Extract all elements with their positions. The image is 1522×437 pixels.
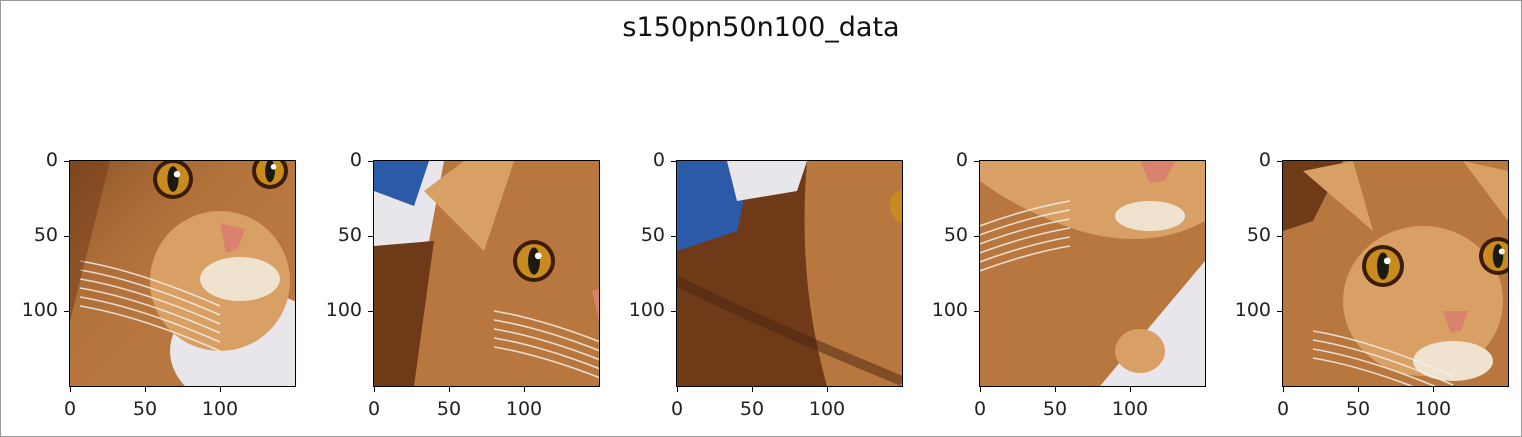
x-tick-mark	[752, 386, 753, 392]
x-tick-mark	[524, 386, 525, 392]
x-tick-label: 100	[505, 398, 543, 420]
y-tick-label: 100	[1234, 299, 1271, 321]
y-tick-mark	[671, 236, 677, 237]
y-tick-mark	[1277, 311, 1283, 312]
y-tick-mark	[974, 161, 980, 162]
y-tick-mark	[974, 236, 980, 237]
x-tick-label: 50	[132, 398, 158, 420]
x-tick-mark	[374, 386, 375, 392]
y-tick-label: 0	[652, 149, 665, 171]
x-tick-label: 0	[670, 398, 684, 420]
y-tick-mark	[671, 161, 677, 162]
x-tick-label: 0	[63, 398, 77, 420]
y-tick-label: 50	[640, 224, 665, 246]
y-tick-mark	[368, 161, 374, 162]
y-tick-mark	[64, 311, 70, 312]
x-tick-label: 100	[808, 398, 846, 420]
cat-image-crop	[676, 160, 903, 387]
y-tick-label: 50	[1246, 224, 1271, 246]
y-tick-label: 100	[628, 299, 665, 321]
x-tick-label: 50	[436, 398, 462, 420]
image-panel: 0 50 100 0 50 100	[1235, 149, 1509, 420]
y-tick-label: 100	[325, 299, 362, 321]
x-tick-mark	[827, 386, 828, 392]
image-panel: 0 50 100 0 50 100	[22, 149, 296, 420]
x-tick-label: 50	[1042, 398, 1068, 420]
y-tick-label: 100	[931, 299, 968, 321]
y-tick-mark	[368, 236, 374, 237]
figure-title: s150pn50n100_data	[622, 12, 900, 43]
x-tick-mark	[220, 386, 221, 392]
y-tick-mark	[671, 311, 677, 312]
x-tick-mark	[1433, 386, 1434, 392]
x-tick-mark	[1358, 386, 1359, 392]
x-tick-label: 50	[739, 398, 765, 420]
y-tick-mark	[64, 161, 70, 162]
x-tick-label: 100	[1111, 398, 1149, 420]
image-panel: 0 50 100 0 50 100	[629, 149, 903, 420]
y-tick-mark	[368, 311, 374, 312]
y-tick-label: 0	[1258, 149, 1271, 171]
y-tick-label: 50	[33, 224, 58, 246]
image-panel: 0 50 100 0 50 100	[932, 149, 1206, 420]
x-tick-label: 100	[201, 398, 239, 420]
y-tick-label: 0	[45, 149, 58, 171]
cat-image-crop	[373, 160, 600, 387]
x-tick-label: 50	[1345, 398, 1371, 420]
cat-image-crop	[979, 160, 1206, 387]
y-tick-mark	[1277, 236, 1283, 237]
y-tick-label: 0	[349, 149, 362, 171]
x-tick-mark	[1130, 386, 1131, 392]
y-tick-label: 50	[943, 224, 968, 246]
x-tick-label: 0	[1276, 398, 1290, 420]
y-tick-label: 0	[955, 149, 968, 171]
y-tick-label: 50	[337, 224, 362, 246]
y-tick-mark	[64, 236, 70, 237]
x-tick-mark	[449, 386, 450, 392]
x-tick-mark	[1055, 386, 1056, 392]
x-tick-mark	[677, 386, 678, 392]
x-tick-label: 0	[367, 398, 381, 420]
image-panel: 0 50 100 0 50 100	[326, 149, 600, 420]
cat-image-crop	[1282, 160, 1509, 387]
y-tick-label: 100	[21, 299, 58, 321]
x-tick-label: 100	[1414, 398, 1452, 420]
x-tick-mark	[70, 386, 71, 392]
x-tick-label: 0	[973, 398, 987, 420]
cat-image-crop	[69, 160, 296, 387]
y-tick-mark	[974, 311, 980, 312]
x-tick-mark	[145, 386, 146, 392]
y-tick-mark	[1277, 161, 1283, 162]
x-tick-mark	[1283, 386, 1284, 392]
x-tick-mark	[980, 386, 981, 392]
